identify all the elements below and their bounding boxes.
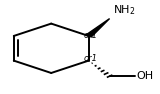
Text: NH$_2$: NH$_2$ [113,3,135,17]
Text: or1: or1 [84,31,98,40]
Text: OH: OH [137,71,154,81]
Text: or1: or1 [84,54,98,63]
Polygon shape [86,19,110,37]
